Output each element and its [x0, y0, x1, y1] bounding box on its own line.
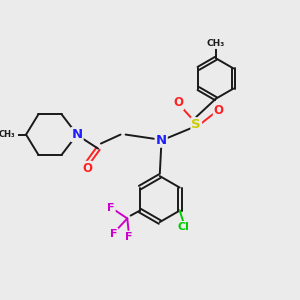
- Text: CH₃: CH₃: [207, 39, 225, 48]
- Text: N: N: [71, 128, 82, 141]
- Text: O: O: [82, 162, 92, 175]
- Text: CH₃: CH₃: [0, 130, 15, 139]
- Text: F: F: [110, 229, 118, 239]
- Text: F: F: [125, 232, 132, 242]
- Text: F: F: [107, 203, 115, 213]
- Text: O: O: [214, 104, 224, 117]
- Text: O: O: [173, 96, 183, 110]
- Text: N: N: [156, 134, 167, 147]
- Text: S: S: [191, 118, 201, 131]
- Text: Cl: Cl: [178, 222, 190, 232]
